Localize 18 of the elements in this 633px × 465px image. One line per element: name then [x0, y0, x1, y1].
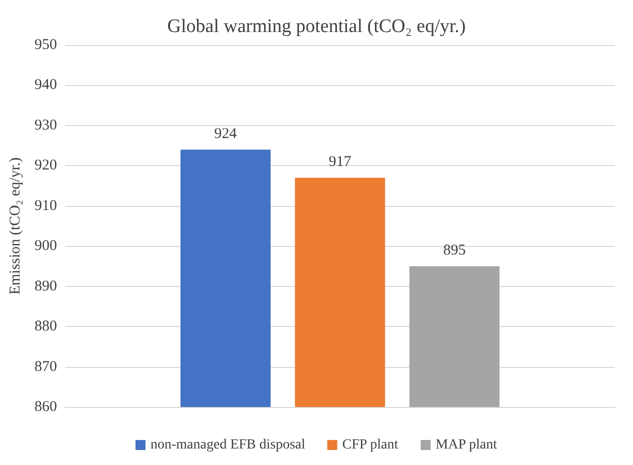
y-tick-label: 890	[34, 278, 57, 294]
y-tick-label: 860	[34, 399, 57, 415]
y-tick-label: 870	[34, 358, 57, 375]
legend-label: CFP plant	[342, 438, 398, 452]
legend-label: non-managed EFB disposal	[150, 438, 306, 452]
legend-label: MAP plant	[436, 438, 498, 452]
data-label: 895	[443, 242, 466, 259]
data-label: 924	[214, 126, 238, 142]
chart-title: Global warming potential (tCO₂ eq/yr.)	[167, 16, 466, 37]
y-tick-label: 910	[34, 198, 57, 214]
y-tick-label: 950	[34, 37, 57, 53]
y-tick-label: 880	[34, 318, 57, 335]
y-axis-title: Emission (tCO₂ eq/yr.)	[8, 157, 24, 295]
y-tick-label: 940	[34, 77, 57, 94]
data-label: 917	[328, 154, 352, 170]
y-tick-label: 900	[34, 238, 57, 254]
y-tick-label: 930	[34, 117, 57, 134]
y-tick-label: 920	[34, 158, 57, 174]
